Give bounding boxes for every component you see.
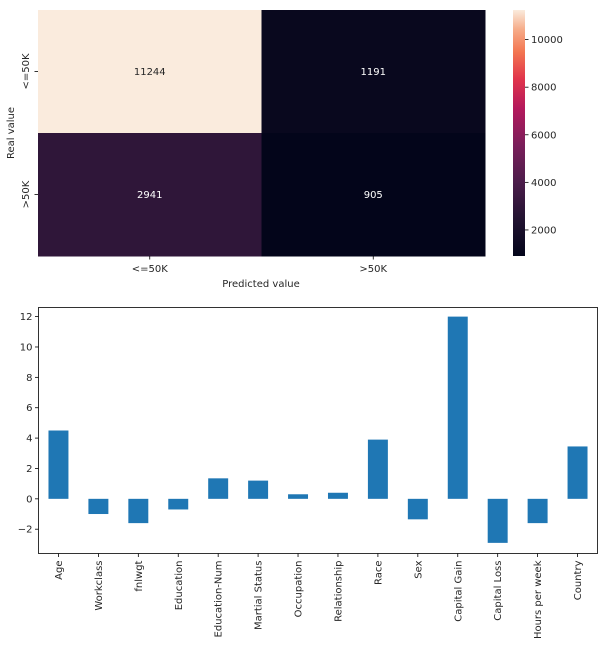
heatmap-ytick-label: >50K	[21, 180, 32, 208]
bar-ytick-label: 8	[26, 373, 32, 384]
bar-xtick-label: Occupation	[294, 561, 305, 618]
bar	[88, 498, 109, 515]
bar-ytick-label: 0	[26, 494, 32, 505]
bar-ytick-label: 10	[20, 342, 33, 353]
heatmap-cell-label: 905	[364, 190, 383, 201]
bar-xtick-label: Country	[573, 560, 584, 600]
bar-xtick-label: Capital Loss	[493, 561, 504, 621]
colorbar-tick-label: 10000	[531, 35, 563, 46]
bar	[487, 498, 508, 543]
bar	[447, 316, 468, 499]
heatmap-cell	[261, 10, 486, 134]
colorbar-tick-label: 6000	[531, 130, 556, 141]
bar	[527, 498, 548, 524]
heatmap-cell	[38, 10, 262, 134]
heatmap-xlabel: Predicted value	[222, 279, 299, 290]
bar-xtick-label: Race	[373, 561, 384, 586]
bar-xtick-label: Hours per week	[533, 560, 544, 639]
confusion-matrix-heatmap: 11244 1191 2941 905 <=50K >50K <=50K >50K Pre…	[6, 10, 486, 290]
heatmap-cell-label: 2941	[137, 190, 162, 201]
heatmap-ytick-label: <=50K	[21, 53, 32, 89]
bar-xtick-label: Workclass	[94, 561, 105, 611]
bar	[208, 478, 229, 499]
bar	[407, 498, 428, 520]
bar	[567, 446, 588, 499]
bar-ytick-label: 6	[26, 403, 32, 414]
colorbar-gradient	[513, 10, 525, 256]
colorbar-tick-label: 2000	[531, 225, 556, 236]
bar-xtick-label: Education	[174, 561, 185, 611]
bar-xtick-label: Sex	[413, 560, 424, 578]
heatmap-xtick-label: >50K	[359, 264, 387, 275]
bar-xtick-label: Relationship	[333, 561, 344, 622]
bar-ytick-label: −2	[18, 525, 33, 536]
bar	[248, 480, 269, 499]
heatmap-xtick-label: <=50K	[132, 264, 168, 275]
bar-ytick-label: 12	[20, 312, 33, 323]
bar	[48, 430, 69, 499]
colorbar: 2000 4000 6000 8000 10000	[513, 10, 563, 256]
heatmap-cell-label: 1191	[361, 67, 386, 78]
heatmap-cell-label: 11244	[134, 67, 166, 78]
bar-ytick-label: 4	[26, 434, 32, 445]
bar-plot-frame	[38, 307, 598, 554]
bar	[128, 498, 149, 524]
bar	[168, 498, 189, 510]
bar-xtick-label: Age	[54, 561, 65, 580]
heatmap-ylabel: Real value	[6, 107, 17, 159]
bar-xtick-label: Capital Gain	[453, 561, 464, 622]
bar	[327, 492, 348, 499]
bar	[367, 439, 388, 499]
bar-xtick-label: fnlwgt	[134, 560, 145, 591]
bar-xtick-label: Martial Status	[254, 561, 265, 631]
colorbar-tick-label: 8000	[531, 83, 556, 94]
heatmap-cell	[38, 133, 262, 257]
colorbar-tick-label: 4000	[531, 178, 556, 189]
heatmap-cell	[261, 133, 486, 257]
feature-bar-chart: −2 0 2 4 6 8 10 12 Age Workclass fnlwgt Education E…	[18, 307, 598, 639]
bar	[288, 494, 309, 499]
bar-xtick-label: Education-Num	[214, 561, 225, 638]
bar-ytick-label: 2	[26, 464, 32, 475]
